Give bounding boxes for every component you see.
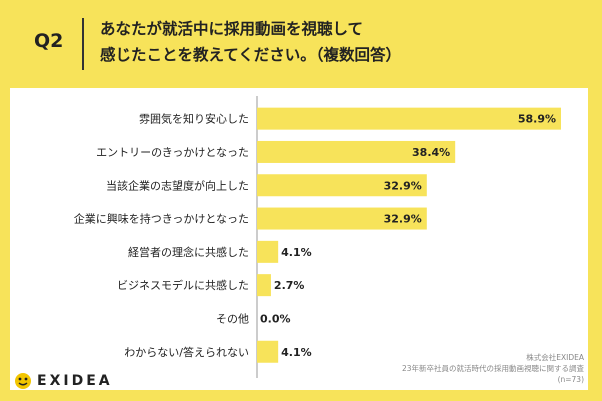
category-label: 当該企業の志望度が向上した <box>106 178 249 192</box>
question-line-1: あなたが就活中に採用動画を視聴して <box>100 20 364 38</box>
category-label: エントリーのきっかけとなった <box>96 146 249 159</box>
bar <box>257 340 279 363</box>
question-line-2: 感じたことを教えてください。（複数回答） <box>100 46 402 64</box>
category-label: ビジネスモデルに共感した <box>117 278 249 292</box>
value-label: 4.1% <box>281 246 312 259</box>
category-label: わからない/答えられない <box>124 345 249 359</box>
bar <box>257 140 456 163</box>
value-label: 58.9% <box>518 113 556 126</box>
logo-text: EXIDEA <box>37 373 113 389</box>
bar <box>257 174 427 197</box>
category-label: 経営者の理念に共感した <box>128 245 249 259</box>
source-company: 株式会社EXIDEA <box>526 353 584 362</box>
category-label: 雰囲気を知り安心した <box>139 112 249 126</box>
logo: EXIDEA <box>14 370 113 392</box>
value-label: 2.7% <box>274 279 305 292</box>
header: Q2 あなたが就活中に採用動画を視聴して 感じたことを教えてください。（複数回答… <box>0 0 602 82</box>
value-label: 32.9% <box>384 213 422 226</box>
value-label: 32.9% <box>384 179 422 192</box>
exidea-logo-icon <box>15 373 31 389</box>
question-number: Q2 <box>34 30 64 52</box>
chart-panel: 雰囲気を知り安心した 58.9% エントリーのきっかけとなった 38.4% 当該企業の志… <box>10 88 588 390</box>
question-divider <box>82 18 84 70</box>
category-label: その他 <box>216 312 249 325</box>
bar <box>257 207 427 230</box>
value-label: 0.0% <box>260 312 291 325</box>
bar-chart: 雰囲気を知り安心した 58.9% エントリーのきっかけとなった 38.4% 当該企業の志… <box>74 96 561 378</box>
bar <box>257 274 271 297</box>
question-text: あなたが就活中に採用動画を視聴して 感じたことを教えてください。（複数回答） <box>100 16 570 68</box>
bar <box>257 107 561 130</box>
value-label: 4.1% <box>281 346 312 359</box>
bar <box>257 240 279 263</box>
source-sample: (n=73) <box>557 375 584 384</box>
source-note: 株式会社EXIDEA 23年新卒社員の就活時代の採用動画視聴に関する調査 (n=… <box>324 352 584 385</box>
category-label: 企業に興味を持つきっかけとなった <box>74 212 249 226</box>
value-label: 38.4% <box>412 146 450 159</box>
source-survey: 23年新卒社員の就活時代の採用動画視聴に関する調査 <box>401 364 584 373</box>
